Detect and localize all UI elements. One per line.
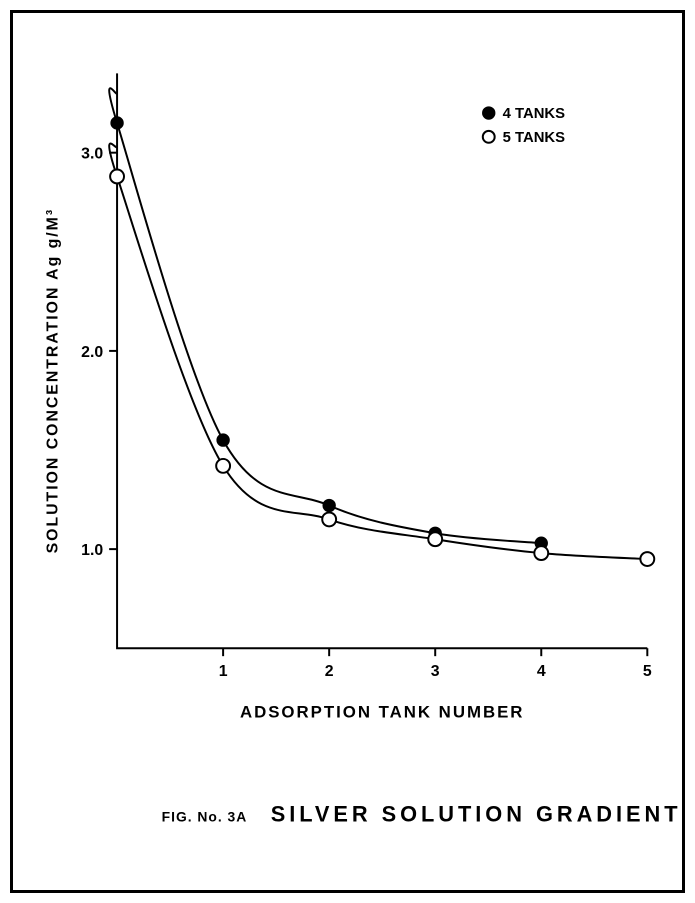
ticks-group: 1.0 2.0 3.0 1 2 3 4 5 bbox=[81, 146, 652, 680]
caption-main: SILVER SOLUTION GRADIENT bbox=[271, 802, 682, 827]
series-curve-0 bbox=[109, 88, 541, 543]
series-1-marker bbox=[640, 552, 654, 566]
legend-marker bbox=[483, 107, 495, 119]
y-axis-title: SOLUTION CONCENTRATION Ag g/M³ bbox=[45, 208, 62, 554]
series-0-marker bbox=[323, 500, 335, 512]
series-0-marker bbox=[111, 117, 123, 129]
series-1-marker bbox=[534, 546, 548, 560]
y-tick-label: 2.0 bbox=[81, 344, 103, 361]
x-tick-label: 3 bbox=[431, 663, 440, 680]
series-1-marker bbox=[428, 532, 442, 546]
axes-group bbox=[117, 73, 647, 648]
markers-group bbox=[110, 117, 654, 566]
y-tick-label: 1.0 bbox=[81, 542, 103, 559]
legend-group: 4 TANKS 5 TANKS bbox=[483, 106, 565, 146]
legend-label: 5 TANKS bbox=[503, 130, 566, 146]
chart-svg: 1.0 2.0 3.0 1 2 3 4 5 4 TANKS 5 TANKS ADSORPTION… bbox=[13, 13, 682, 890]
y-tick-label: 3.0 bbox=[81, 146, 103, 163]
axes-l bbox=[117, 73, 647, 648]
series-1-marker bbox=[322, 512, 336, 526]
figure-frame: 1.0 2.0 3.0 1 2 3 4 5 4 TANKS 5 TANKS ADSORPTION… bbox=[10, 10, 685, 893]
series-1-marker bbox=[110, 170, 124, 184]
x-tick-label: 1 bbox=[219, 663, 228, 680]
caption-prefix: FIG. No. 3A bbox=[162, 809, 248, 825]
x-tick-label: 2 bbox=[325, 663, 334, 680]
legend-marker bbox=[483, 131, 495, 143]
legend-label: 4 TANKS bbox=[503, 106, 566, 122]
x-tick-label: 5 bbox=[643, 663, 652, 680]
x-axis-title: ADSORPTION TANK NUMBER bbox=[240, 703, 525, 722]
x-tick-label: 4 bbox=[537, 663, 546, 680]
series-curve-1 bbox=[109, 144, 647, 560]
curves-group bbox=[109, 88, 647, 559]
series-1-marker bbox=[216, 459, 230, 473]
series-0-marker bbox=[217, 434, 229, 446]
